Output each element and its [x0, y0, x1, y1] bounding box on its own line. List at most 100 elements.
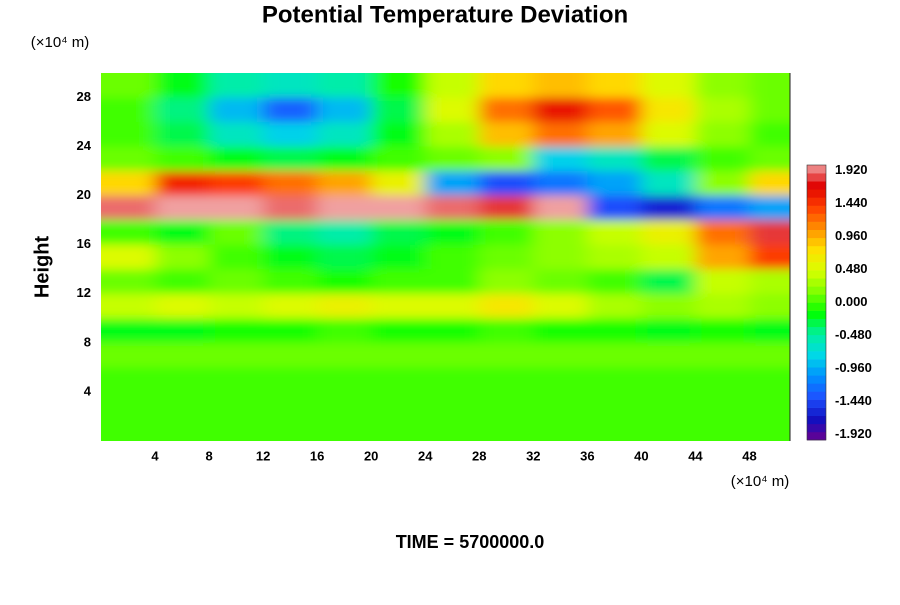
heat-cell: [263, 293, 318, 319]
heat-cell: [317, 318, 372, 344]
colorbar-segment: [807, 262, 826, 271]
colorbar-segment: [807, 237, 826, 247]
colorbar-segment: [807, 165, 826, 174]
heat-cell: [155, 73, 210, 99]
x-tick-label: 24: [418, 448, 433, 463]
heat-cell: [317, 342, 372, 368]
heat-cell: [695, 244, 750, 270]
heat-cell: [479, 97, 534, 123]
x-tick-label: 28: [472, 448, 486, 463]
colorbar-segment: [807, 310, 826, 319]
colorbar-segment: [807, 294, 826, 303]
heat-cell: [263, 244, 318, 270]
colorbar-segment: [807, 189, 826, 198]
colorbar-tick-label: 1.920: [835, 162, 868, 177]
heat-cell: [209, 171, 264, 197]
heat-cell: [695, 146, 750, 172]
heat-cell: [209, 416, 264, 441]
heat-cell: [155, 220, 210, 246]
heat-cell: [155, 97, 210, 123]
heat-cell: [533, 269, 588, 295]
chart-title: Potential Temperature Deviation: [262, 1, 628, 28]
heat-cell: [695, 73, 750, 99]
heat-cell: [695, 220, 750, 246]
heat-cell: [695, 367, 750, 393]
plot-area: [101, 73, 790, 441]
colorbar-segment: [807, 173, 826, 182]
heat-cell: [155, 244, 210, 270]
heat-cell: [209, 146, 264, 172]
colorbar-segment: [807, 334, 826, 344]
heat-cell: [101, 293, 156, 319]
heat-cell: [641, 171, 696, 197]
heat-cell: [263, 146, 318, 172]
colorbar-segment: [807, 423, 826, 433]
colorbar-tick-label: 1.440: [835, 195, 868, 210]
heat-cell: [479, 416, 534, 441]
heat-cell: [425, 367, 480, 393]
heat-cell: [317, 97, 372, 123]
heat-cell: [425, 244, 480, 270]
heat-cell: [587, 220, 642, 246]
heat-cell: [371, 97, 426, 123]
colorbar-segment: [807, 415, 826, 425]
heat-cell: [209, 293, 264, 319]
heat-cell: [533, 122, 588, 148]
colorbar-tick-label: 0.960: [835, 228, 868, 243]
heat-cell: [371, 367, 426, 393]
heat-cell: [371, 220, 426, 246]
heat-cell: [263, 97, 318, 123]
heat-cell: [533, 171, 588, 197]
heat-cell: [749, 293, 790, 319]
colorbar: 1.920 1.440 0.960 0.480 0.000 -0.480 -0.960 -1.…: [806, 162, 872, 441]
y-unit: (×10⁴ m): [31, 34, 90, 51]
heat-cell: [101, 73, 156, 99]
heat-cell: [209, 391, 264, 417]
heat-cell: [479, 293, 534, 319]
y-tick-label: 24: [77, 138, 92, 153]
colorbar-segment: [807, 197, 826, 206]
heat-cell: [587, 293, 642, 319]
heat-cell: [101, 244, 156, 270]
heat-cell: [371, 122, 426, 148]
heat-cell: [425, 342, 480, 368]
heat-cell: [641, 416, 696, 441]
colorbar-segment: [807, 342, 826, 352]
heat-cell: [155, 391, 210, 417]
heat-cell: [479, 367, 534, 393]
heat-cell: [371, 391, 426, 417]
heat-cell: [155, 342, 210, 368]
y-axis-label: Height: [31, 236, 53, 299]
heat-cell: [479, 73, 534, 99]
heat-cell: [371, 342, 426, 368]
heat-cell: [749, 367, 790, 393]
heat-cell: [749, 391, 790, 417]
heat-cell: [155, 318, 210, 344]
heat-cell: [371, 318, 426, 344]
heat-cell: [533, 146, 588, 172]
x-unit: (×10⁴ m): [731, 473, 790, 490]
heat-cell: [155, 269, 210, 295]
heat-cell: [155, 293, 210, 319]
heat-cell: [587, 269, 642, 295]
heat-cell: [101, 342, 156, 368]
heat-cell: [749, 244, 790, 270]
heat-cell: [317, 73, 372, 99]
heat-cell: [533, 318, 588, 344]
x-tick-label: 44: [688, 448, 703, 463]
heat-cell: [641, 220, 696, 246]
heat-cell: [587, 73, 642, 99]
heat-cell: [263, 171, 318, 197]
heat-cell: [155, 146, 210, 172]
heat-cell: [587, 171, 642, 197]
heat-cell: [641, 146, 696, 172]
heat-cell: [533, 244, 588, 270]
heat-cell: [425, 73, 480, 99]
y-tick-label: 20: [77, 187, 91, 202]
colorbar-segment: [807, 278, 826, 287]
heat-cell: [317, 195, 372, 221]
heat-cell: [425, 220, 480, 246]
heat-cell: [209, 367, 264, 393]
colorbar-segment: [807, 431, 826, 441]
heat-cell: [587, 97, 642, 123]
